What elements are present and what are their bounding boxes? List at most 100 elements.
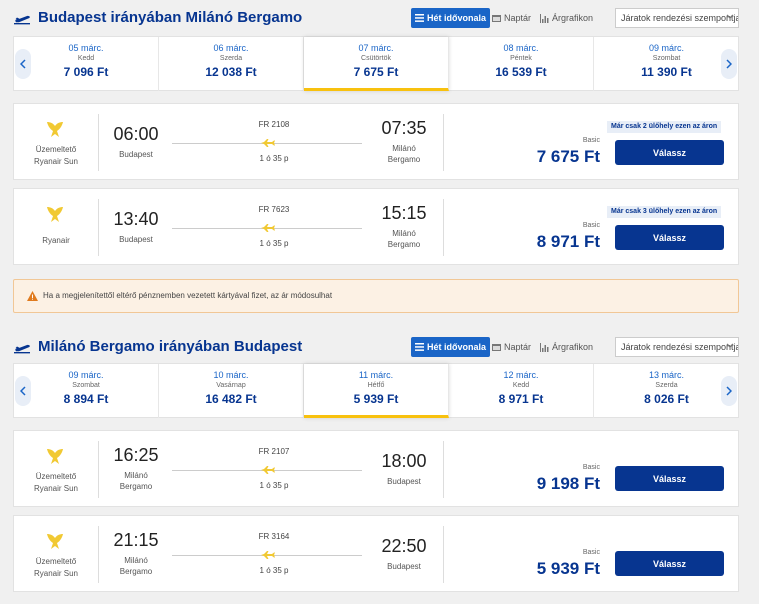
chevron-left-icon <box>20 59 26 69</box>
select-flight-button[interactable]: Válassz <box>615 466 724 491</box>
date-price: 16 482 Ft <box>205 392 257 406</box>
arrival-airport: Budapest <box>387 477 421 486</box>
outbound-header: Budapest irányában Milánó Bergamo Hét id… <box>0 6 759 32</box>
next-dates-button[interactable] <box>721 49 737 79</box>
view-calendar-button[interactable]: Naptár <box>488 337 535 357</box>
prev-dates-button[interactable] <box>15 49 31 79</box>
date-price: 8 026 Ft <box>644 392 689 406</box>
date-label: 11 márc. <box>358 370 394 380</box>
departure-time: 21:15 <box>113 530 159 550</box>
flight-card: Üzemeltető Ryanair Sun 06:00 Budapest FR… <box>13 103 739 180</box>
day-label: Szombat <box>652 55 681 62</box>
arrival-airport: Milánó <box>392 229 416 238</box>
view-calendar-button[interactable]: Naptár <box>488 8 535 28</box>
airline-name: Ryanair <box>42 236 70 245</box>
warning-icon <box>27 291 38 301</box>
date-cell[interactable]: 09 márc. Szombat 11 390 Ft <box>594 37 739 91</box>
day-label: Péntek <box>510 55 532 62</box>
sort-label: Járatok rendezési szempontja: <box>621 13 739 23</box>
view-chart-button[interactable]: Árgrafikon <box>536 8 597 28</box>
bar-chart-icon <box>540 342 549 352</box>
select-flight-button[interactable]: Válassz <box>615 551 724 576</box>
fare-type: Basic <box>582 464 600 471</box>
fare-type: Basic <box>582 137 600 144</box>
flight-price: 9 198 Ft <box>536 474 600 493</box>
view-week-label: Hét idővonala <box>427 342 487 352</box>
airline-name: Ryanair Sun <box>33 484 79 493</box>
currency-notice: Ha a megjelenítettől eltérő pénznemben v… <box>13 279 739 313</box>
divider <box>443 441 444 498</box>
departure-airport: Milánó <box>124 556 148 565</box>
view-chart-label: Árgrafikon <box>552 13 594 23</box>
sort-select[interactable]: Járatok rendezési szempontja: <box>615 8 739 28</box>
arrival-time: 07:35 <box>381 118 427 138</box>
flight-duration: 1 ó 35 p <box>259 566 289 575</box>
list-icon <box>415 14 424 22</box>
date-price: 7 096 Ft <box>63 65 109 79</box>
airline-name: Ryanair Sun <box>33 157 79 166</box>
date-label: 13 márc. <box>648 370 684 380</box>
divider <box>98 114 99 171</box>
chevron-left-icon <box>20 386 26 396</box>
day-label: Hétfő <box>367 382 385 389</box>
chevron-right-icon <box>726 386 732 396</box>
date-label: 12 márc. <box>503 370 539 380</box>
bar-chart-icon <box>540 13 549 23</box>
next-dates-button[interactable] <box>721 376 737 406</box>
view-chart-button[interactable]: Árgrafikon <box>536 337 597 357</box>
date-price: 12 038 Ft <box>205 65 257 79</box>
flight-card: Ryanair 13:40 Budapest FR 7623 1 ó 35 p … <box>13 188 739 265</box>
date-cell[interactable]: 05 márc. Kedd 7 096 Ft <box>14 37 159 91</box>
date-label: 07 márc. <box>358 43 394 53</box>
date-label: 05 márc. <box>68 43 104 53</box>
ryanair-logo-icon <box>47 534 63 549</box>
divider <box>443 199 444 256</box>
date-cell[interactable]: 09 márc. Szombat 8 894 Ft <box>14 364 159 418</box>
departure-time: 16:25 <box>113 445 159 465</box>
seats-left-badge: Már csak 3 ülőhely ezen az áron <box>607 206 722 218</box>
day-label: Vasárnap <box>216 382 246 389</box>
divider <box>98 199 99 256</box>
arrival-time: 22:50 <box>381 536 427 556</box>
flight-price: 5 939 Ft <box>536 559 600 578</box>
departure-time: 06:00 <box>113 124 159 144</box>
flight-number: FR 2107 <box>258 447 290 456</box>
ryanair-logo-icon <box>47 449 63 464</box>
fare-type: Basic <box>582 222 600 229</box>
day-label: Szombat <box>72 382 100 389</box>
inbound-header: Milánó Bergamo irányában Budapest Hét id… <box>0 335 759 361</box>
airline-operator: Üzemeltető <box>35 557 77 566</box>
select-flight-button[interactable]: Válassz <box>615 225 724 250</box>
date-cell-selected[interactable]: 07 márc. Csütörtök 7 675 Ft <box>304 37 449 91</box>
view-week-button[interactable]: Hét idővonala <box>411 337 491 357</box>
date-cell[interactable]: 06 márc. Szerda 12 038 Ft <box>159 37 304 91</box>
flight-number: FR 7623 <box>258 205 290 214</box>
departure-airport: Milánó <box>124 471 148 480</box>
date-cell[interactable]: 13 márc. Szerda 8 026 Ft <box>594 364 739 418</box>
view-week-button[interactable]: Hét idővonala <box>411 8 491 28</box>
date-cell[interactable]: 08 márc. Péntek 16 539 Ft <box>449 37 594 91</box>
divider <box>443 526 444 583</box>
divider <box>443 114 444 171</box>
plane-icon <box>261 139 275 147</box>
inbound-title: Milánó Bergamo irányában Budapest <box>38 338 303 355</box>
list-icon <box>415 343 424 351</box>
outbound-title: Budapest irányában Milánó Bergamo <box>38 9 303 26</box>
arrival-airport: Budapest <box>387 562 421 571</box>
divider <box>98 526 99 583</box>
flight-price: 8 971 Ft <box>536 232 600 251</box>
sort-select[interactable]: Járatok rendezési szempontja: <box>615 337 739 357</box>
airline-name: Ryanair Sun <box>33 569 79 578</box>
arrival-time: 18:00 <box>381 451 427 471</box>
arrival-time: 15:15 <box>381 203 427 223</box>
date-cell-selected[interactable]: 11 márc. Hétfő 5 939 Ft <box>304 364 449 418</box>
plane-icon <box>14 15 30 25</box>
select-flight-button[interactable]: Válassz <box>615 140 724 165</box>
date-price: 16 539 Ft <box>495 65 547 79</box>
date-cell[interactable]: 12 márc. Kedd 8 971 Ft <box>449 364 594 418</box>
plane-icon <box>14 344 30 354</box>
prev-dates-button[interactable] <box>15 376 31 406</box>
day-label: Szerda <box>655 382 678 389</box>
arrival-airport-2: Bergamo <box>387 240 421 249</box>
date-cell[interactable]: 10 márc. Vasárnap 16 482 Ft <box>159 364 304 418</box>
